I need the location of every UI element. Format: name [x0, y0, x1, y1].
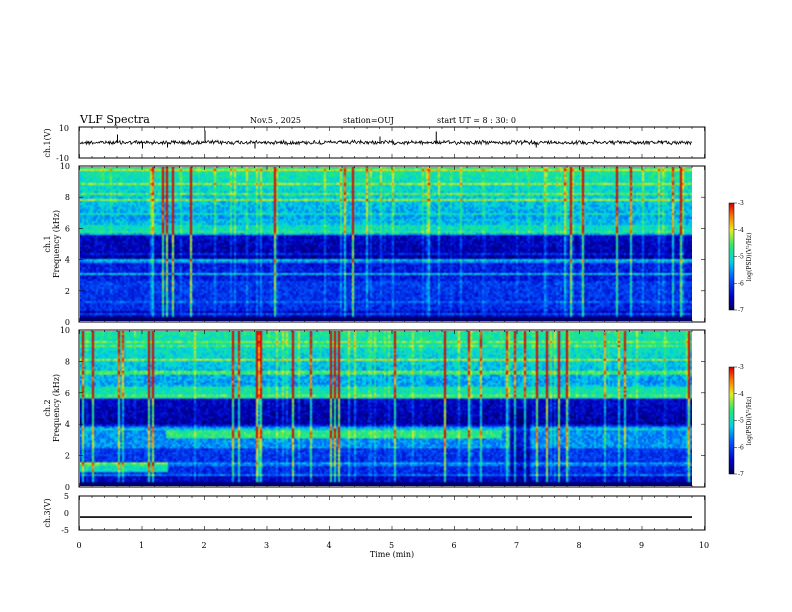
ch3-waveform-frame	[78, 495, 706, 531]
colorbar-tick-label: -6	[738, 280, 744, 287]
ch3-ytick-mid: 0	[64, 509, 69, 518]
figure-title: VLF Spectra	[79, 113, 150, 126]
frequency-tick-label: 6	[65, 224, 70, 233]
ch2-frequency-ylabel: Frequency (kHz)	[52, 374, 61, 442]
x-tick-label: 0	[76, 541, 81, 550]
colorbar-tick-label: -4	[738, 391, 744, 398]
ch3-ytick-top: 5	[64, 492, 69, 501]
ch1-ytick-top: 10	[59, 124, 69, 133]
ch2-channel-label: ch.2	[43, 399, 52, 416]
time-axis-ticks	[79, 127, 705, 530]
ch3-ytick-bottom: -5	[61, 526, 69, 535]
date-label: Nov.5 , 2025	[250, 116, 301, 125]
colorbar-tick-label: -3	[738, 364, 744, 371]
ch2-colorbar-ticks: -3 -4 -5 -6 -7	[734, 364, 744, 478]
time-axis-tick-labels: 0 1 2 3 4 5 6 7 8 9 10	[76, 541, 709, 550]
colorbar-tick-label: -7	[738, 307, 744, 314]
x-tick-label: 2	[201, 541, 206, 550]
colorbar-tick-label: -7	[738, 471, 744, 478]
frequency-tick-label: 2	[65, 287, 70, 296]
ch2-frequency-ticks: 0 2 4 6 8 10	[60, 326, 705, 492]
frequency-tick-label: 10	[60, 162, 70, 171]
frequency-tick-label: 0	[65, 318, 70, 327]
ch1-channel-label: ch.1	[43, 235, 52, 252]
ch3-waveform-ylabel: ch.3(V)	[43, 498, 52, 527]
ch1-waveform-panel: 10 -10 ch.1(V)	[43, 124, 706, 163]
frequency-tick-label: 4	[65, 420, 70, 429]
x-tick-label: 1	[139, 541, 144, 550]
colorbar-tick-label: -3	[738, 200, 744, 207]
colorbar-tick-label: -5	[738, 418, 744, 425]
x-tick-label: 7	[514, 541, 519, 550]
ch1-waveform-ylabel: ch.1(V)	[43, 128, 52, 157]
frequency-tick-label: 2	[65, 452, 70, 461]
x-tick-label: 4	[326, 541, 331, 550]
ch2-spectrogram-image	[80, 331, 692, 486]
x-tick-label: 3	[264, 541, 269, 550]
ch3-waveform-panel: 5 0 -5 ch.3(V)	[43, 492, 706, 535]
ch1-frequency-ylabel: Frequency (kHz)	[52, 210, 61, 278]
ch2-colorbar-label: log(PSD)(V²/Hz)	[746, 397, 753, 446]
x-tick-label: 8	[576, 541, 581, 550]
time-axis-label: Time (min)	[370, 550, 414, 559]
ch1-waveform-spikes	[117, 130, 537, 149]
x-tick-label: 9	[639, 541, 644, 550]
ch2-colorbar	[729, 367, 734, 474]
ch1-colorbar-ticks: -3 -4 -5 -6 -7	[734, 200, 744, 314]
frequency-tick-label: 8	[65, 193, 70, 202]
ch1-waveform-line	[79, 138, 693, 147]
x-tick-label: 6	[451, 541, 456, 550]
x-tick-label: 10	[699, 541, 709, 550]
frequency-tick-label: 10	[60, 326, 70, 335]
ch1-ytick-bottom: -10	[56, 154, 69, 163]
frequency-tick-label: 6	[65, 389, 70, 398]
ch1-colorbar-label: log(PSD)(V²/Hz)	[746, 233, 753, 282]
x-tick-label: 5	[389, 541, 394, 550]
frequency-tick-label: 8	[65, 357, 70, 366]
ch1-spectrogram-image	[80, 167, 692, 321]
frequency-tick-label: 0	[65, 483, 70, 492]
colorbar-tick-label: -5	[738, 254, 744, 261]
colorbar-tick-label: -4	[738, 227, 744, 234]
frequency-tick-label: 4	[65, 256, 70, 265]
start-time-label: start UT = 8 : 30: 0	[437, 116, 516, 125]
station-label: station=OUJ	[343, 116, 394, 125]
colorbar-tick-label: -6	[738, 444, 744, 451]
ch1-colorbar	[729, 203, 734, 310]
